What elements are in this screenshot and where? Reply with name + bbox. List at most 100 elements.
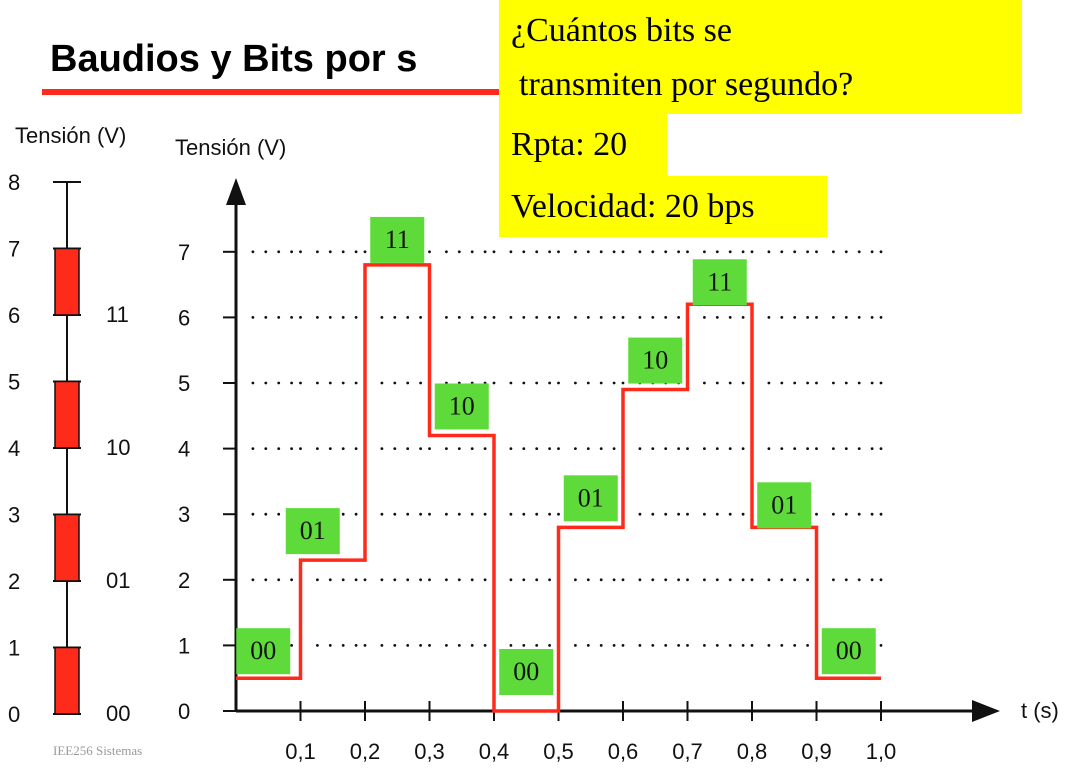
grid-dot	[406, 447, 410, 450]
grid-dot	[522, 381, 526, 385]
grid-dot	[277, 578, 281, 582]
left-axis-tick-label: 1	[8, 636, 20, 661]
level-label-10: 10	[106, 435, 130, 460]
grid-dot	[445, 512, 448, 516]
y-axis-arrow	[226, 178, 246, 205]
bit-label: 00	[836, 636, 862, 665]
grid-dot	[857, 512, 861, 516]
grid-dot	[621, 644, 625, 647]
grid-dot	[780, 447, 784, 450]
speed-text: Velocidad: 20 bps	[511, 188, 755, 225]
grid-dot	[299, 316, 302, 319]
y-axis-tick-label: 6	[178, 305, 190, 330]
grid-dot	[621, 381, 625, 385]
grid-dot	[703, 250, 706, 254]
grid-dot	[483, 250, 487, 254]
grid-dot	[535, 250, 539, 254]
grid-dot	[793, 316, 797, 319]
bit-label-box	[499, 649, 554, 695]
grid-dot	[741, 644, 745, 647]
grid-dot	[857, 250, 861, 254]
grid-dot	[677, 250, 680, 254]
grid-dot	[857, 447, 861, 450]
grid-dot	[535, 578, 539, 582]
grid-dot	[741, 512, 745, 516]
grid-dot	[879, 316, 883, 319]
grid-dot	[380, 512, 384, 516]
grid-dot	[251, 447, 255, 450]
grid-dot	[290, 644, 293, 647]
grid-dot	[406, 512, 410, 516]
left-axis-tick-label: 0	[8, 702, 20, 727]
bit-label-box	[757, 482, 812, 529]
grid-dot	[328, 578, 332, 582]
grid-dot	[677, 447, 680, 450]
grid-dot	[832, 447, 835, 450]
grid-dot	[586, 250, 590, 254]
level-label-11: 11	[106, 302, 129, 327]
grid-dot	[815, 381, 818, 385]
grid-dot	[612, 381, 616, 385]
grid-dot	[879, 250, 883, 254]
grid-dot	[406, 316, 410, 319]
grid-dot	[277, 316, 281, 319]
grid-dot	[445, 250, 448, 254]
grid-dot	[664, 316, 668, 319]
grid-dot	[492, 250, 496, 254]
grid-dot	[509, 644, 513, 647]
left-axis-tick-label: 7	[8, 237, 20, 262]
grid-dot	[879, 512, 883, 516]
grid-dot	[557, 316, 560, 319]
grid-dot	[780, 644, 784, 647]
grid-dot	[664, 447, 668, 450]
grid-dot	[638, 578, 642, 582]
grid-dot	[328, 250, 332, 254]
grid-dot	[419, 316, 422, 319]
grid-dot	[354, 447, 358, 450]
grid-dot	[557, 250, 560, 254]
x-axis-tick-label: 0,5	[543, 739, 574, 764]
grid-dot	[380, 644, 384, 647]
grid-dot	[290, 447, 293, 450]
y-axis-tick-label: 2	[178, 568, 190, 593]
grid-dot	[780, 250, 784, 254]
grid-dot	[870, 381, 874, 385]
grid-dot	[354, 316, 358, 319]
grid-dot	[419, 644, 422, 647]
grid-dot	[483, 512, 487, 516]
grid-dot	[470, 512, 474, 516]
grid-dot	[574, 381, 577, 385]
grid-dot	[393, 578, 397, 582]
grid-dot	[316, 447, 319, 450]
question-callout: ¿Cuántos bits se transmiten por segundo?	[499, 0, 1022, 114]
left-axis-tick-label: 4	[8, 436, 20, 461]
left-axis-title: Tensión (V)	[15, 123, 126, 148]
grid-dot	[651, 512, 655, 516]
level-label-00: 00	[106, 701, 130, 726]
grid-dot	[767, 447, 771, 450]
grid-dot	[806, 316, 809, 319]
grid-dot	[509, 381, 513, 385]
bit-label-box	[821, 628, 876, 675]
grid-dot	[815, 447, 818, 450]
grid-dot	[316, 316, 319, 319]
grid-dot	[483, 316, 487, 319]
grid-dot	[264, 578, 268, 582]
grid-dot	[599, 447, 603, 450]
grid-dot	[651, 447, 655, 450]
grid-dot	[586, 316, 590, 319]
grid-dot	[638, 250, 642, 254]
grid-dot	[686, 447, 689, 450]
x-axis-tick-label: 0,1	[285, 739, 316, 764]
y-axis-tick-label: 0	[178, 699, 190, 724]
grid-dot	[750, 250, 754, 254]
grid-dot	[638, 447, 642, 450]
grid-dot	[651, 316, 655, 319]
answer-text: Rpta: 20	[511, 126, 628, 163]
grid-dot	[354, 381, 358, 385]
bit-label-box	[370, 216, 425, 263]
x-axis-tick-label: 0,8	[737, 739, 768, 764]
grid-dot	[806, 447, 809, 450]
grid-dot	[844, 250, 848, 254]
bit-label: 10	[642, 346, 668, 375]
